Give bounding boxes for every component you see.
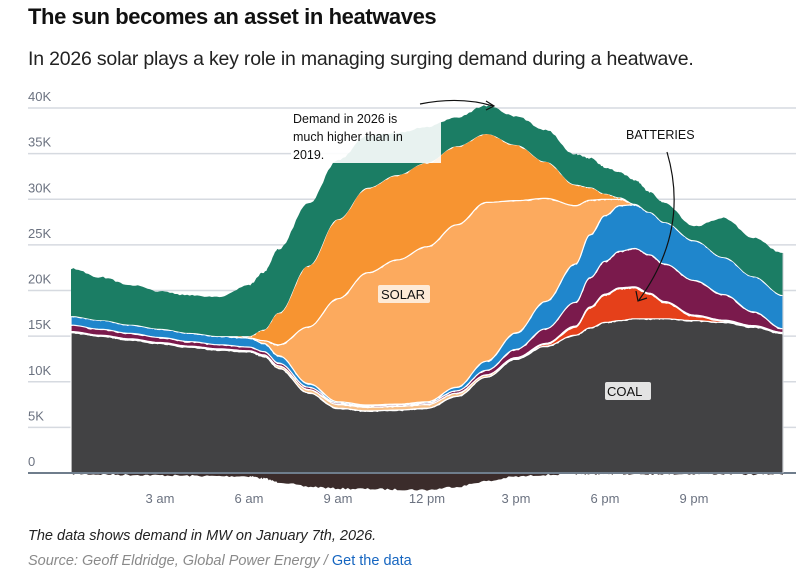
y-tick-label: 40K: [28, 89, 51, 104]
annotation-demand-line-2: much higher than in: [293, 130, 403, 144]
y-tick-label: 0: [28, 454, 35, 469]
annotation-demand-bg: [291, 109, 441, 163]
y-tick-label: 5K: [28, 408, 44, 423]
chart-title: The sun becomes an asset in heatwaves: [28, 4, 437, 29]
annotation-batteries-label: BATTERIES: [626, 128, 695, 142]
stacked-area-chart: 0 5K 10K 15K 20K 25K 30K 35K 40K 3 am 6 am 9 am 12 …: [28, 89, 796, 506]
annotation-batteries-arrow: [638, 151, 675, 301]
chart-source: Source: Geoff Eldridge, Global Power Ene…: [28, 553, 412, 569]
y-tick-label: 25K: [28, 226, 51, 241]
y-tick-label: 10K: [28, 363, 51, 378]
x-tick-label: 6 am: [235, 491, 264, 506]
source-text: Source: Geoff Eldridge, Global Power Ene…: [28, 553, 332, 569]
x-tick-label: 3 am: [146, 491, 175, 506]
x-tick-label: 9 am: [324, 491, 353, 506]
y-tick-label: 35K: [28, 135, 51, 150]
series-label-solar: SOLAR: [381, 287, 425, 302]
y-tick-label: 30K: [28, 180, 51, 195]
solar-label-bg: [378, 285, 430, 303]
annotations: Demand in 2026 is much higher than in 20…: [291, 99, 695, 400]
annotation-demand-arrowhead: [485, 100, 496, 111]
area-negative: [71, 472, 783, 491]
chart-subtitle: In 2026 solar plays a key role in managi…: [28, 48, 694, 70]
x-tick-label: 3 pm: [502, 491, 531, 506]
x-tick-label: 12 pm: [409, 491, 445, 506]
annotation-demand-line-3: 2019.: [293, 148, 324, 162]
annotation-batteries-arrowhead: [635, 290, 648, 302]
get-the-data-link[interactable]: Get the data: [331, 553, 412, 569]
series-label-coal: COAL: [607, 384, 642, 399]
annotation-demand-arrow: [419, 99, 494, 107]
x-tick-label: 9 pm: [680, 491, 709, 506]
y-tick-label: 20K: [28, 272, 51, 287]
chart-footnote: The data shows demand in MW on January 7…: [28, 528, 377, 544]
annotation-demand-line-1: Demand in 2026 is: [293, 112, 397, 126]
y-tick-label: 15K: [28, 317, 51, 332]
coal-label-bg: [605, 382, 651, 400]
y-axis-ticks: 0 5K 10K 15K 20K 25K 30K 35K 40K: [28, 89, 51, 469]
x-tick-label: 6 pm: [591, 491, 620, 506]
x-axis-ticks: 3 am 6 am 9 am 12 pm 3 pm 6 pm 9 pm: [146, 491, 709, 506]
